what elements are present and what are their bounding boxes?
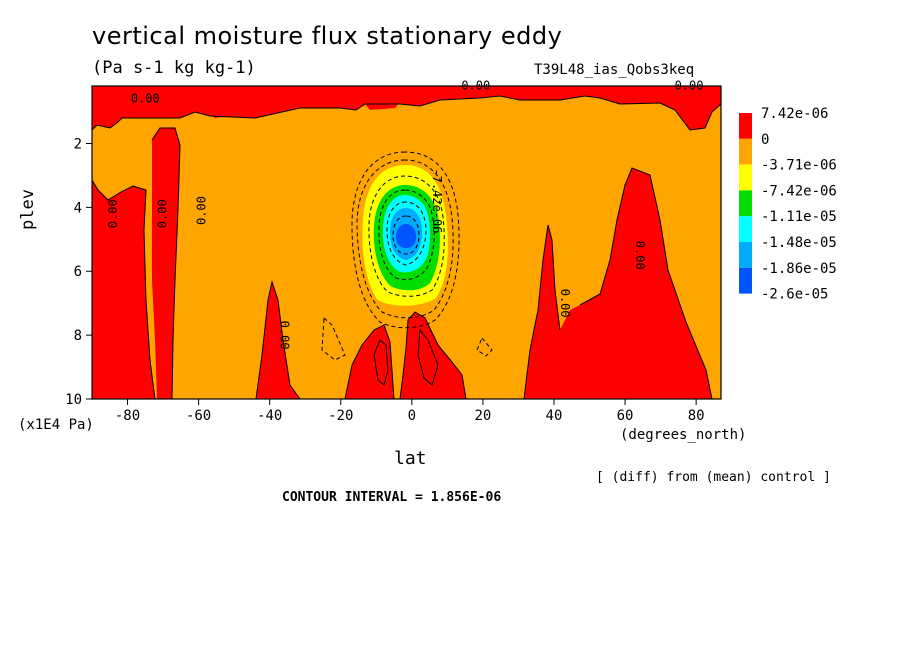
contour-label: -7.42e-06 [430,168,444,233]
legend-swatch [739,113,752,139]
y-axis: 2 4 6 8 10 [65,136,92,408]
legend-swatch [739,267,752,294]
x-tick-label: 60 [617,408,634,424]
legend-label: 7.42e-06 [761,106,828,122]
contour-label: 0.00 [277,321,291,350]
legend-swatch [739,164,752,191]
x-axis-label: lat [394,448,427,469]
contour-label: 0.00 [156,199,170,228]
field-region [396,224,416,248]
contour-line-zero [579,167,721,399]
contour-line-zero [344,324,395,399]
contour-interval: CONTOUR INTERVAL = 1.856E-06 [282,490,502,505]
contour-line-negative [351,151,460,329]
contour-line-inner [373,339,389,386]
y-tick-label: 6 [74,264,82,280]
contour-line-negative [392,215,420,255]
legend-label: -7.42e-06 [761,183,837,199]
legend-swatch [739,190,752,217]
contour-line-zero [92,95,721,131]
x-tick-label: -40 [257,408,282,424]
x-axis: -80 -60 -40 -20 0 20 40 60 80 [115,399,705,424]
contour-line-negative [476,337,493,357]
contour-line-zero [255,280,301,399]
contour-line-inner [417,328,439,386]
x-tick-label: 20 [474,408,491,424]
field-region [365,100,400,110]
x-tick-label: 40 [546,408,563,424]
contour-field [92,86,721,399]
legend-swatch [739,138,752,165]
legend-label: -3.71e-06 [761,158,837,174]
contour-line-negative [386,201,427,266]
legend-label: 0 [761,132,769,148]
contour-line-zero [92,179,156,399]
contour-label: 0.00 [131,91,160,105]
y-tick-label: 2 [74,136,82,152]
run-id: T39L48_ias_Qobs3keq [534,62,695,78]
x-tick-label: -60 [186,408,211,424]
contour-line-negative [356,159,454,319]
x-tick-label: -80 [115,408,140,424]
x-tick-label: 0 [408,408,416,424]
contour-lines [92,95,721,399]
plot-frame [91,85,722,400]
y-axis-unit: (x1E4 Pa) [18,417,94,433]
field-region [196,104,250,118]
color-legend: 7.42e-06 0 -3.71e-06 -7.42e-06 -1.11e-05 -1.4… [739,106,837,303]
x-axis-unit: (degrees_north) [620,427,747,443]
contour-labels: 0.000.00 0.000.00 0.00 0.000.000.000.00-7.4… [106,79,704,350]
contour-label: 0.00 [195,196,209,225]
y-tick-label: 4 [74,200,82,216]
legend-label: -1.86e-05 [761,261,837,277]
contour-label: 0.00 [558,289,572,318]
contour-line-negative [321,316,346,361]
y-tick-label: 10 [65,392,82,408]
contour-line-zero [399,311,467,399]
contour-line-negative [378,189,435,280]
legend-label: -1.11e-05 [761,209,837,225]
contour-line-negative [368,175,445,297]
negative-contours [321,151,493,361]
x-tick-label: 80 [688,408,705,424]
chart-title: vertical moisture flux stationary eddy [92,22,563,50]
legend-label: -2.6e-05 [761,287,828,303]
x-tick-label: -20 [328,408,353,424]
chart-units: (Pa s-1 kg kg-1) [92,58,256,78]
legend-swatch [739,242,752,268]
diff-note: [ (diff) from (mean) control ] [596,470,831,485]
contour-line-zero [523,224,561,399]
legend-swatch [739,216,752,242]
legend-label: -1.48e-05 [761,235,837,251]
y-tick-label: 8 [74,328,82,344]
contour-line-zero [151,127,181,399]
contour-label: 0.00 [633,241,647,270]
contour-label: 0.00 [106,199,120,228]
